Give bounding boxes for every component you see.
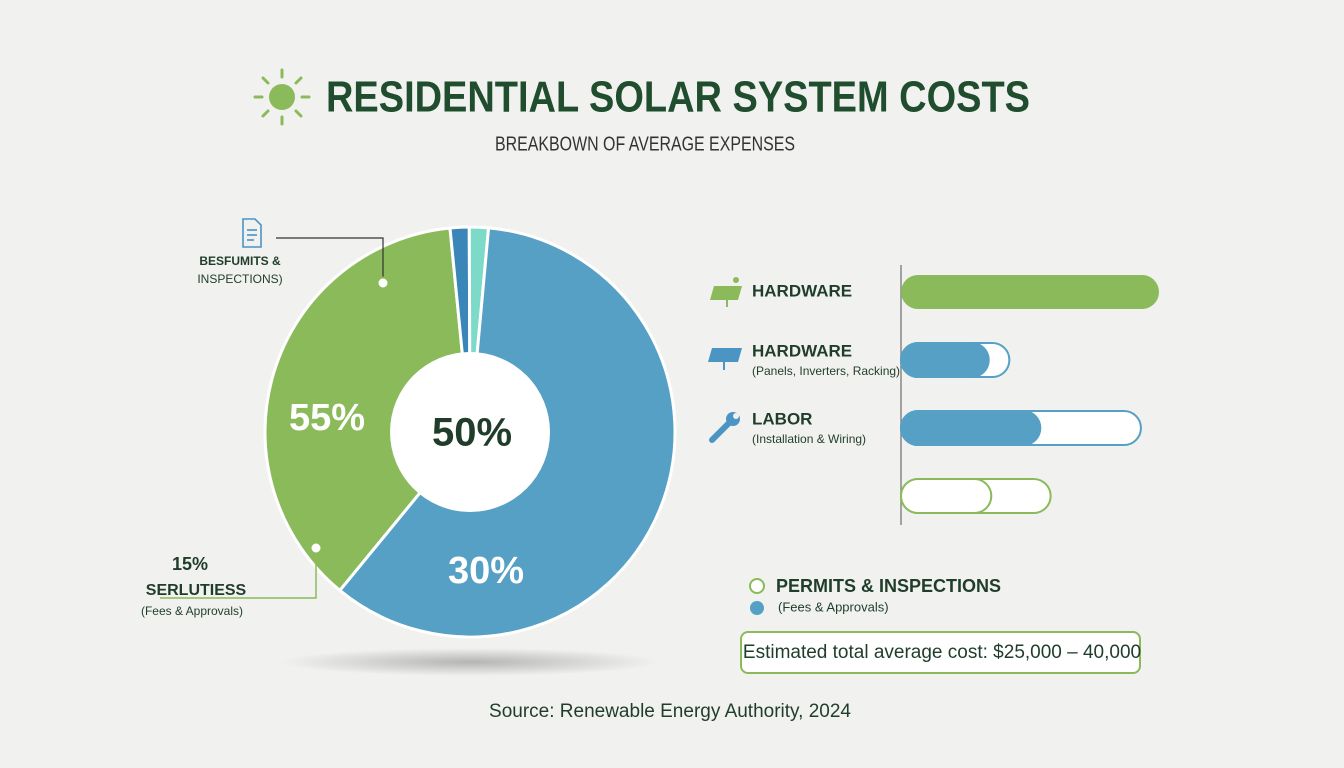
slice-label: 30% <box>448 550 524 592</box>
callout-dot <box>376 276 390 290</box>
bar <box>901 275 1159 309</box>
category-label: HARDWARE <box>752 281 852 300</box>
callout-text: SERLUTIESS <box>146 582 247 599</box>
category-label: LABOR <box>752 409 812 428</box>
source: Source: Renewable Energy Authority, 2024 <box>489 701 851 722</box>
pie-slice <box>263 226 472 593</box>
category-sublabel: (Installation & Wiring) <box>752 432 866 446</box>
legend-marker <box>750 601 764 615</box>
shadow <box>280 648 660 676</box>
legend-text: PERMITS & INSPECTIONS <box>776 576 1001 596</box>
legend-text: (Fees & Approvals) <box>778 599 889 614</box>
callout-text: INSPECTIONS) <box>197 272 282 286</box>
wrench-icon <box>709 412 740 443</box>
bar <box>900 342 990 378</box>
bar <box>900 478 993 514</box>
sun-icon <box>253 68 311 126</box>
callout-text: BESFUMITS & <box>199 254 281 268</box>
subtitle: BREAKBOWN OF AVERAGE EXPENSES <box>495 133 795 155</box>
callout-line <box>276 237 384 283</box>
callout-text: (Fees & Approvals) <box>141 604 243 618</box>
title: RESIDENTIAL SOLAR SYSTEM COSTS <box>326 73 1030 122</box>
note-box <box>740 631 1141 674</box>
callout-line <box>160 548 317 599</box>
panel-icon <box>708 348 742 370</box>
callout-dot <box>309 541 323 555</box>
bar <box>900 410 1042 446</box>
category-sublabel: (Panels, Inverters, Racking) <box>752 364 900 378</box>
category-label: HARDWARE <box>752 341 852 360</box>
doc-icon <box>242 218 262 248</box>
slice-label: 55% <box>289 397 365 439</box>
bar-chart: HARDWARE HARDWARE (Panels, Inverters, Rack… <box>752 275 1159 514</box>
note: Estimated total average cost: $25,000 – … <box>743 642 1141 663</box>
panel-icon <box>710 277 742 307</box>
callout-text: 15% <box>172 554 208 574</box>
donut-hole <box>390 352 550 512</box>
legend-marker <box>749 578 765 594</box>
center-label: 50% <box>432 411 512 455</box>
